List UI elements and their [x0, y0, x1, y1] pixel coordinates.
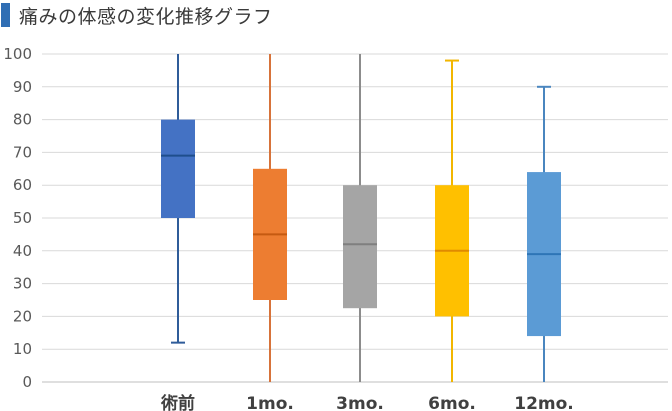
y-tick-label: 30	[13, 275, 32, 293]
x-category-label: 12mo.	[514, 394, 574, 411]
y-tick-label: 10	[13, 340, 32, 358]
title-accent-bar	[1, 3, 10, 27]
y-tick-label: 100	[3, 45, 32, 63]
chart-title-bar: 痛みの体感の変化推移グラフ	[0, 0, 273, 30]
x-category-label: 6mo.	[428, 394, 476, 411]
box	[161, 119, 195, 218]
y-tick-label: 80	[13, 111, 32, 129]
x-category-label: 1mo.	[246, 394, 294, 411]
y-tick-label: 50	[13, 209, 32, 227]
chart-title: 痛みの体感の変化推移グラフ	[19, 5, 273, 28]
y-tick-label: 70	[13, 143, 32, 161]
y-tick-label: 40	[13, 242, 32, 260]
x-category-label: 術前	[160, 393, 195, 411]
x-category-label: 3mo.	[336, 394, 384, 411]
y-tick-label: 0	[22, 373, 32, 391]
y-tick-label: 90	[13, 78, 32, 96]
y-tick-label: 20	[13, 307, 32, 325]
box	[343, 185, 377, 309]
y-tick-label: 60	[13, 176, 32, 194]
